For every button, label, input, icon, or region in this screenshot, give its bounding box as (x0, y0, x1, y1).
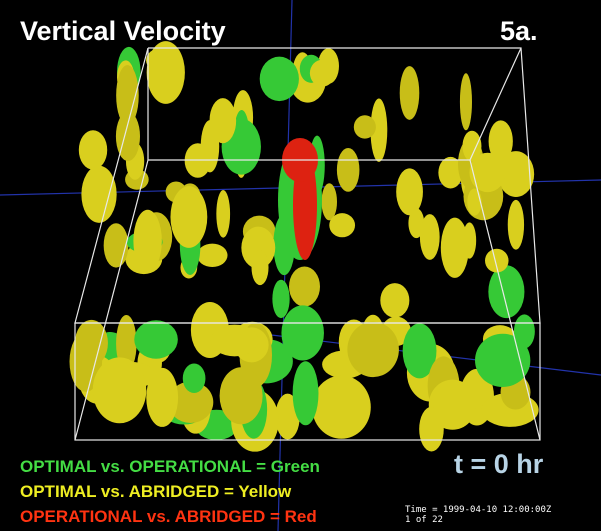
isosurface-blob (146, 368, 178, 427)
legend-entry: OPTIMAL vs. ABRIDGED = Yellow (20, 482, 292, 501)
isosurface-blob (93, 357, 147, 423)
isosurface-blob (252, 250, 269, 285)
isosurface-blob (134, 320, 178, 358)
isosurface-blob (400, 66, 420, 120)
isosurface-blob (337, 148, 360, 192)
isosurface-blob (419, 407, 444, 452)
isosurface-blob (488, 265, 524, 318)
isosurface-blob (210, 98, 237, 143)
isosurface-blob (347, 322, 399, 377)
visualization: Vertical Velocity 5a. t = 0 hr OPTIMAL v… (0, 0, 601, 531)
isosurface-blob (467, 189, 481, 216)
isosurface-blob (396, 168, 423, 215)
isosurface-blob (354, 115, 376, 138)
isosurface-blob (293, 361, 319, 425)
isosurface-blob (183, 364, 206, 393)
isosurface-blob (460, 73, 472, 130)
isosurface-blob (104, 223, 129, 267)
panel-label: 5a. (500, 16, 538, 46)
isosurface-blob (289, 267, 320, 307)
isosurface-blob (220, 367, 263, 424)
isosurface-blob (216, 190, 230, 238)
legend-entry: OPERATIONAL vs. ABRIDGED = Red (20, 507, 317, 526)
isosurface-blob (310, 60, 335, 87)
isosurface-blob (260, 57, 299, 101)
isosurface-blob (329, 213, 355, 237)
isosurface-blob (312, 375, 371, 438)
timestamp: Time = 1999-04-10 12:00:00Z (405, 505, 552, 515)
isosurface-blob (79, 130, 107, 169)
isosurface-blob (146, 48, 175, 72)
isosurface-blob (475, 334, 530, 387)
isosurface-blob (272, 280, 289, 318)
title: Vertical Velocity (20, 16, 226, 46)
isosurface-blob (133, 210, 161, 272)
isosurface-blob (380, 283, 409, 318)
isosurface-blob (81, 166, 116, 223)
time-label: t = 0 hr (454, 449, 544, 479)
isosurface-blob (281, 305, 324, 360)
isosurface-blob (211, 325, 258, 357)
isosurface-blob (197, 244, 227, 267)
isosurface-blob (508, 200, 524, 250)
frame-counter: 1 of 22 (405, 515, 443, 525)
isosurface-blob (441, 218, 469, 278)
legend-entry: OPTIMAL vs. OPERATIONAL = Green (20, 457, 320, 476)
isosurface-blob (420, 214, 440, 260)
isosurface-blob (170, 186, 207, 248)
isosurface-blob (322, 183, 337, 220)
